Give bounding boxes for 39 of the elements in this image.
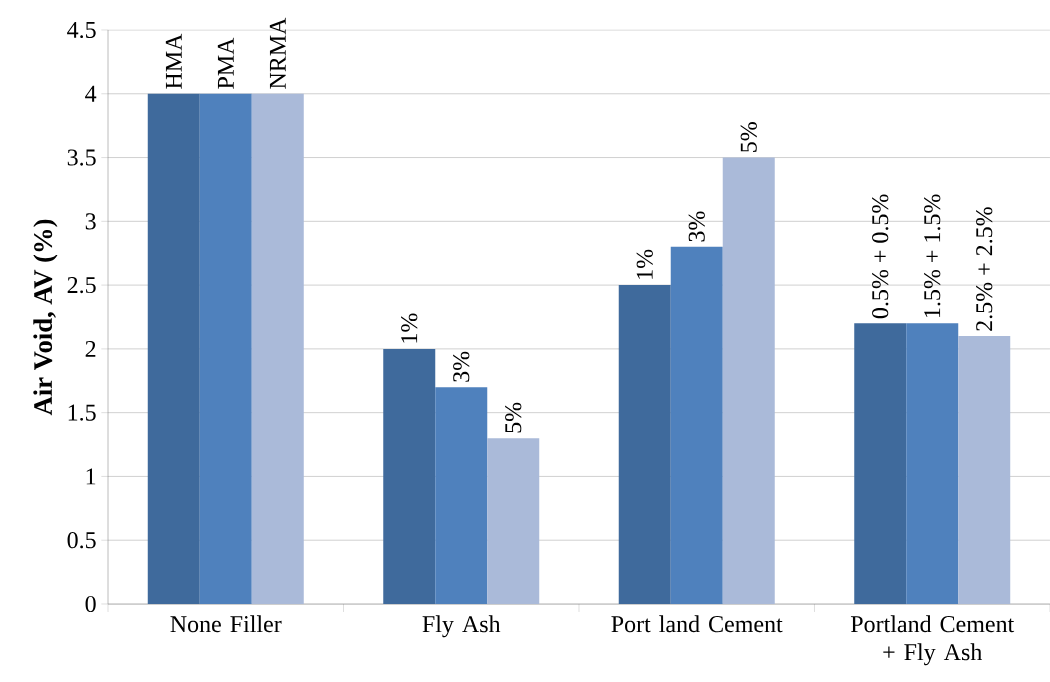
annotation: 5% [740, 122, 757, 152]
bar [854, 323, 907, 604]
annotation: 3% [453, 351, 470, 382]
y-tick-label: 2 [85, 340, 96, 357]
y-tick-label: 2.5 [67, 276, 96, 294]
annotation: PMA [217, 37, 234, 89]
bar [435, 387, 488, 604]
bar [383, 348, 436, 604]
y-tick-label: 4.5 [67, 21, 96, 39]
y-tick-label: 0.5 [67, 532, 96, 549]
bar [618, 285, 671, 604]
annotation: NRMA [269, 17, 286, 89]
bar [147, 93, 200, 604]
x-tick-label: Port land Cement [611, 615, 783, 633]
annotation: 3% [688, 211, 705, 242]
bar [199, 93, 252, 604]
annotation: 1.5% + 1.5% [924, 194, 941, 317]
annotation: 1% [401, 313, 418, 343]
bar [251, 93, 304, 604]
y-tick-label: 3 [85, 213, 96, 230]
bar [487, 438, 540, 604]
y-tick-label: 3.5 [67, 149, 96, 166]
annotation: 5% [505, 402, 522, 433]
annotation: 1% [636, 249, 653, 279]
x-tick-label: Fly Ash [422, 615, 501, 638]
x-tick-label: Portland Cement + Fly Ash [850, 615, 1015, 666]
annotation: 2.5% + 2.5% [976, 207, 993, 331]
x-tick-label: None Filler [170, 615, 282, 633]
annotation: HMA [165, 33, 182, 89]
bar [670, 246, 723, 604]
bar [722, 157, 775, 604]
bar [906, 323, 959, 604]
y-tick-label: 0 [85, 595, 96, 613]
y-tick-label: 4 [85, 85, 97, 102]
y-tick-label: 1 [86, 468, 96, 485]
bar [958, 336, 1011, 604]
annotation: 0.5% + 0.5% [872, 194, 889, 319]
y-axis-title: Air Void, AV (%) [33, 219, 58, 416]
y-tick-label: 1.5 [68, 404, 96, 421]
